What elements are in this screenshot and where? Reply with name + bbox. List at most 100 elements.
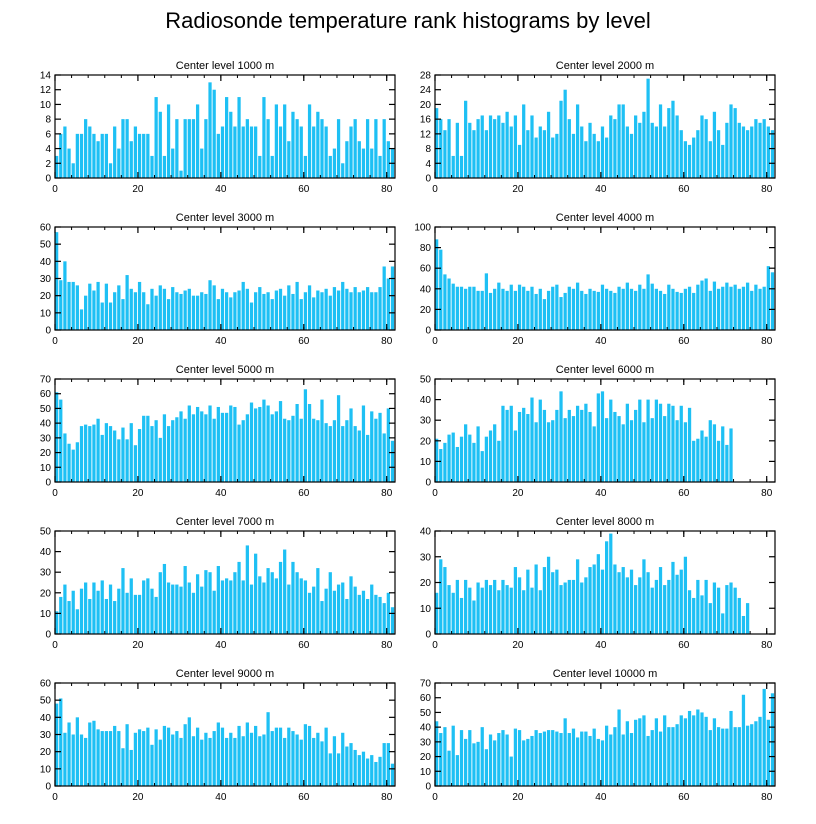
panel-9-y-tick-label: 40 (420, 723, 432, 734)
panel-2-bar (283, 295, 287, 330)
panel-1-bar (468, 122, 472, 178)
panel-0-bar (353, 119, 357, 178)
panel-6-bar (125, 592, 129, 634)
panel-1-bar (642, 111, 646, 178)
panel-4-bar (162, 414, 167, 482)
panel-8-bar (270, 731, 274, 786)
panel-5-bar (696, 438, 700, 482)
panel-3-bar (522, 286, 526, 330)
panel-6-bar (166, 582, 171, 634)
panel-4-bar (328, 426, 332, 482)
panel-5-bar (455, 446, 459, 482)
panel-1-bar (638, 122, 642, 178)
panel-5-y-tick-label: 0 (425, 478, 431, 489)
panel-7-bar (692, 597, 696, 634)
panel-4-bar (154, 420, 158, 482)
panel-5-bar (716, 440, 721, 482)
panel-9-bar (708, 730, 712, 786)
panel-5-bar (509, 405, 513, 482)
panel-9-bar (667, 727, 671, 786)
panel-4-bar (195, 406, 200, 482)
panel-2-bar (262, 293, 266, 330)
panel-6-bar (299, 578, 303, 634)
panel-0-bar (258, 155, 262, 178)
panel-2-bar (137, 281, 142, 330)
panel-3-bar (493, 288, 497, 330)
panel-2-bar (179, 293, 183, 330)
panel-9-bar (679, 715, 683, 786)
panel-2-bar (332, 287, 337, 330)
panel-9-x-tick-label: 40 (595, 792, 607, 803)
panel-4-bar (179, 411, 183, 482)
panel-3-bar (455, 286, 459, 330)
panel-1-bar (455, 122, 459, 178)
panel-3-bar (667, 284, 671, 330)
panel-8-bar (195, 727, 200, 786)
panel-1-bar (762, 119, 766, 178)
panel-0-bar (59, 133, 63, 178)
panel-9-bar (712, 718, 717, 786)
panel-0-bar (283, 104, 287, 178)
panel-9-bar (696, 709, 700, 786)
panel-1-bar (526, 130, 530, 178)
panel-1-bar (505, 111, 509, 178)
panel-5-bar (522, 407, 526, 482)
panel-0-bar (307, 104, 312, 178)
panel-6-bar (88, 598, 92, 634)
panel-6-bar (195, 574, 200, 634)
panel-6-bar (382, 603, 386, 634)
panel-3-bar (754, 284, 758, 330)
panel-1-bar (687, 144, 692, 178)
panel-9-bar (629, 733, 634, 786)
panel-0-bar (312, 126, 316, 178)
panel-0-bar (316, 111, 320, 178)
panel-1-bar (435, 108, 439, 178)
panel-6-bar (146, 578, 150, 634)
panel-6-x-tick-label: 60 (298, 640, 310, 651)
panel-6-bar (312, 586, 316, 634)
panel-2-bar (55, 232, 59, 330)
panel-4-bar (374, 418, 378, 482)
panel-3-bar (464, 288, 468, 330)
panel-7-bar (534, 564, 538, 634)
panel-4-bar (129, 423, 133, 482)
panel-3-y-tick-label: 100 (414, 223, 431, 234)
panel-1-bar (472, 130, 476, 178)
panel-8-bar (274, 727, 279, 786)
panel-2-x-tick-label: 60 (298, 336, 310, 347)
panel-2-title: Center level 3000 m (176, 212, 274, 224)
panel-7-bar (551, 572, 555, 634)
panel-3-frame (434, 226, 776, 331)
panel-8-bar (245, 722, 249, 786)
panel-8-bar (378, 756, 382, 786)
panel-6-bar (262, 582, 266, 634)
panel-0-bar (204, 119, 208, 178)
panel-7-bar (708, 603, 712, 634)
panel-6-bar (200, 586, 204, 634)
panel-2-bar (291, 293, 295, 330)
panel-3-bar (613, 292, 617, 330)
panel-1-bar (584, 141, 588, 178)
panel-1-y-tick-label: 8 (425, 144, 431, 155)
panel-2-bar (187, 288, 191, 330)
panel-9-y-tick-label: 30 (420, 737, 432, 748)
panel-0-bar (175, 119, 179, 178)
panel-8-bar (129, 749, 133, 786)
panel-1-bar (708, 141, 712, 178)
panel-6-bar (92, 582, 96, 634)
panel-0-bar (328, 155, 332, 178)
panel-9-x-tick-label: 80 (761, 792, 773, 803)
panel-5-x-tick-label: 20 (512, 488, 524, 499)
panel-6-bar (320, 601, 324, 634)
panel-4-y-tick-label: 70 (40, 375, 52, 386)
panel-4-bar (312, 418, 316, 482)
panel-1-bar (692, 137, 696, 178)
panel-9-bar (687, 710, 692, 786)
panel-4-bar (187, 405, 191, 482)
panel-3-bar (671, 288, 675, 330)
panel-3-bar (567, 286, 571, 330)
panel-3-bar (758, 288, 762, 330)
panel-8-bar (291, 731, 295, 786)
panel-4-bar (307, 404, 312, 482)
panel-8-bar (320, 741, 324, 786)
